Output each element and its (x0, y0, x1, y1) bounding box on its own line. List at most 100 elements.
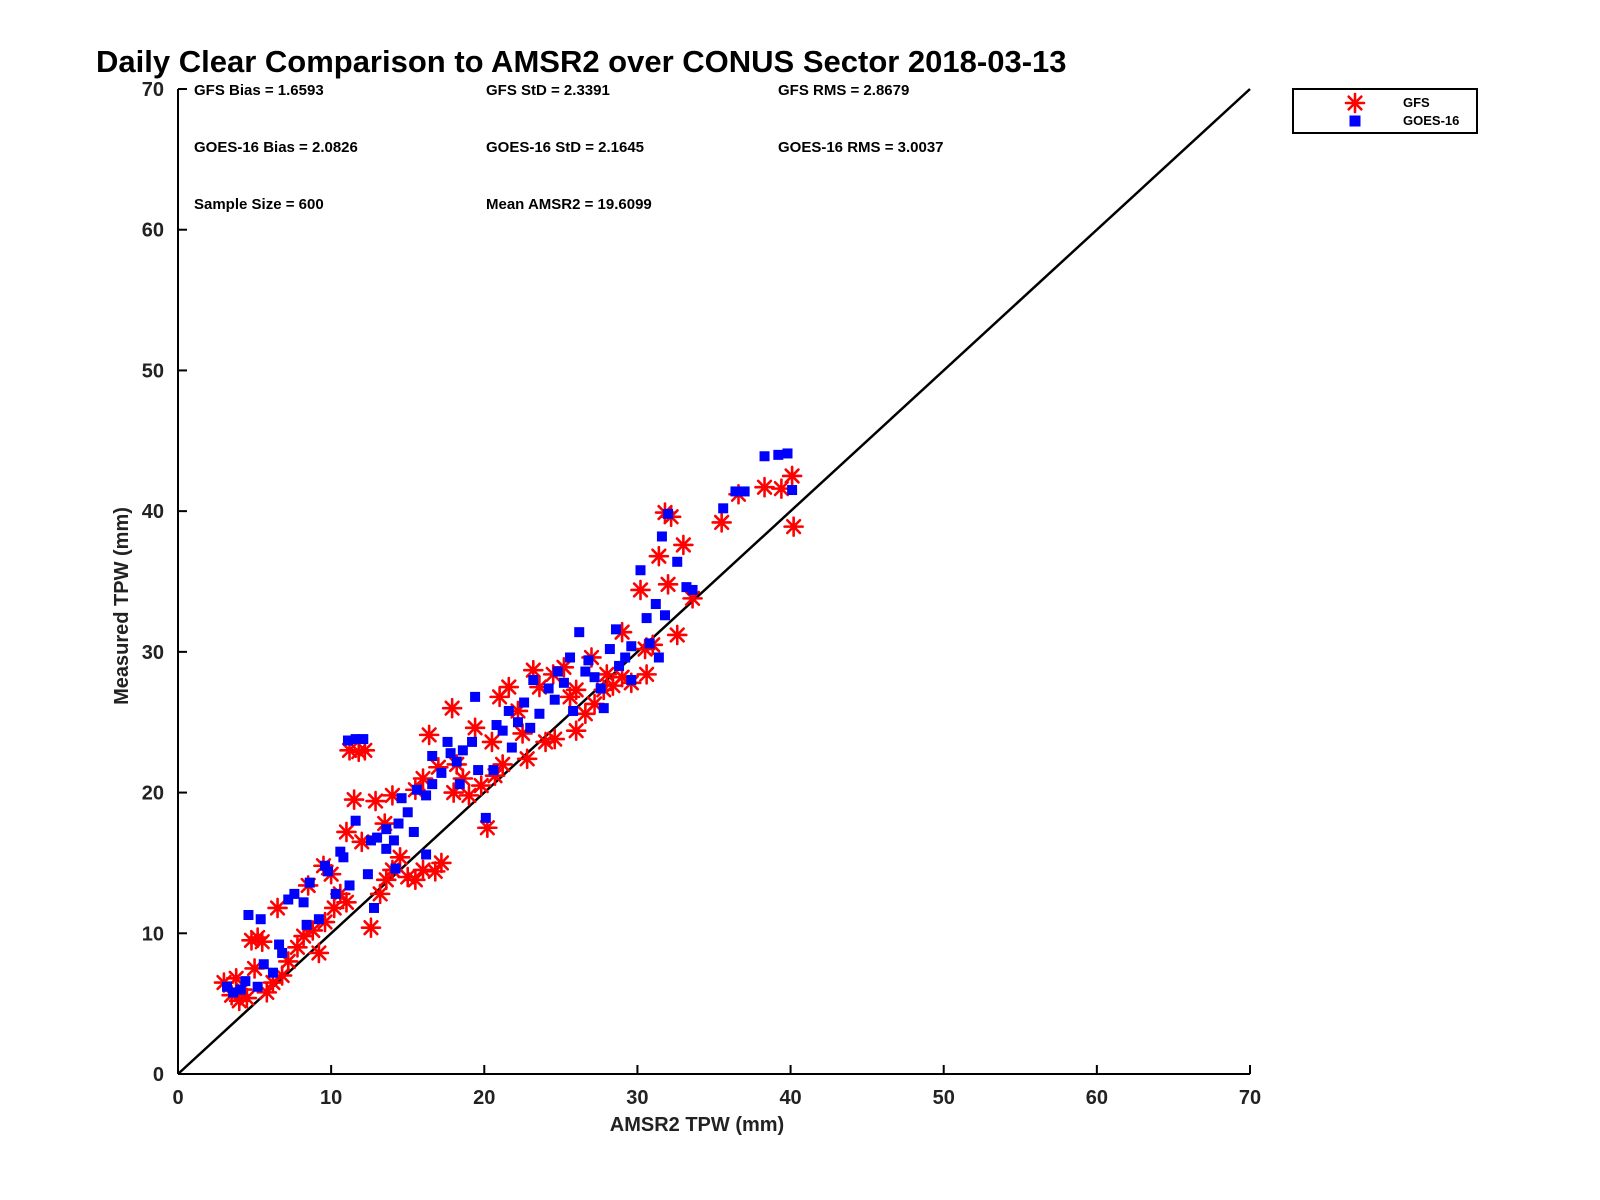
goes16-point (289, 888, 300, 899)
legend-goes16-square-icon (1349, 115, 1361, 127)
y-tick-label: 30 (142, 642, 164, 664)
gfs-point (365, 790, 386, 812)
goes16-point (313, 914, 324, 925)
goes16-point (626, 675, 637, 685)
goes16-point (589, 672, 600, 683)
gfs-point (458, 785, 480, 806)
y-tick-label: 40 (142, 501, 164, 523)
goes16-point (641, 613, 652, 624)
goes16-point (543, 683, 554, 694)
stats-annotations: GFS Bias = 1.6593 GFS StD = 2.3391 GFS RMS… (194, 82, 944, 213)
goes16-point (480, 812, 491, 823)
goes16-point (491, 720, 502, 731)
goes16-point (583, 655, 594, 666)
goes16-point (358, 734, 369, 745)
goes16-point (574, 627, 585, 638)
goes16-point (565, 652, 576, 663)
gfs-point (336, 892, 357, 913)
goes16-point (338, 852, 349, 863)
legend-label-goes16: GOES-16 (1403, 113, 1459, 128)
stat-annotation: GOES-16 Bias = 2.0826 (194, 139, 358, 156)
goes16-point (512, 717, 523, 728)
y-tick-label: 20 (142, 783, 164, 805)
goes16-point (549, 694, 560, 705)
gfs-point (544, 728, 566, 750)
goes16-point (644, 638, 655, 649)
goes16-point (503, 705, 514, 716)
x-tick-label: 0 (172, 1087, 183, 1109)
gfs-point (783, 516, 804, 537)
goes16-point (759, 451, 770, 462)
goes16-point (552, 666, 563, 677)
x-tick-label: 50 (933, 1087, 955, 1109)
goes16-point (718, 503, 729, 514)
goes16-point (488, 765, 499, 776)
goes16-point (243, 909, 254, 920)
goes16-point (411, 784, 422, 795)
goes16-point (730, 486, 741, 497)
legend-gfs-marker-icon (1344, 92, 1366, 114)
gfs-point (389, 846, 411, 868)
goes16-point (626, 641, 637, 652)
gfs-point (441, 697, 463, 719)
y-axis-label: Measured TPW (mm) (111, 507, 133, 705)
stat-annotation: GFS StD = 2.3391 (486, 82, 610, 99)
goes16-point (672, 556, 683, 567)
x-tick-label: 10 (320, 1087, 342, 1109)
goes16-point (451, 756, 462, 767)
goes16-point (653, 652, 664, 663)
goes16-point (362, 869, 373, 880)
goes16-point (381, 843, 392, 854)
gfs-point (464, 717, 486, 739)
gfs-point (308, 942, 330, 964)
gfs-point (657, 574, 679, 595)
goes16-point (421, 790, 432, 801)
gfs-point (431, 852, 452, 874)
gfs-point (354, 740, 376, 761)
goes16-point (620, 652, 631, 663)
goes16-point (635, 565, 646, 576)
goes16-point (277, 947, 288, 958)
gfs-point (565, 679, 587, 701)
gfs-point (516, 748, 538, 770)
gfs-point (666, 624, 688, 646)
chart-title: Daily Clear Comparison to AMSR2 over CON… (96, 44, 1067, 79)
goes16-point (274, 939, 285, 950)
goes16-point (470, 691, 481, 702)
goes16-point (787, 485, 798, 496)
goes16-point (656, 531, 667, 542)
goes16-point (304, 877, 315, 888)
goes16-point (457, 745, 468, 756)
gfs-point (648, 545, 670, 567)
goes16-point (235, 984, 246, 995)
legend-box (1292, 88, 1478, 134)
goes16-point (442, 736, 453, 747)
goes16-point (687, 584, 698, 595)
goes16-point (659, 610, 670, 621)
goes16-point (408, 826, 419, 837)
gfs-point (412, 859, 434, 881)
goes16-point (454, 779, 465, 790)
gfs-point (405, 869, 426, 891)
x-axis-label: AMSR2 TPW (mm) (610, 1114, 784, 1136)
goes16-point (580, 666, 591, 677)
gfs-point (673, 534, 694, 556)
goes16-point (283, 894, 294, 905)
goes16-point (598, 703, 609, 714)
x-tick-label: 70 (1239, 1087, 1261, 1109)
gfs-point (781, 465, 803, 487)
gfs-point (489, 686, 510, 708)
legend: GFS GOES-16 (1292, 88, 1478, 134)
gfs-point (262, 972, 284, 993)
goes16-point (604, 644, 615, 655)
goes16-point (467, 736, 478, 747)
gfs-point (470, 775, 492, 796)
goes16-point (681, 582, 692, 593)
goes16-point (427, 750, 438, 761)
goes16-point (222, 981, 233, 992)
x-tick-label: 40 (779, 1087, 801, 1109)
goes16-point (255, 914, 266, 925)
gfs-point (771, 478, 792, 499)
